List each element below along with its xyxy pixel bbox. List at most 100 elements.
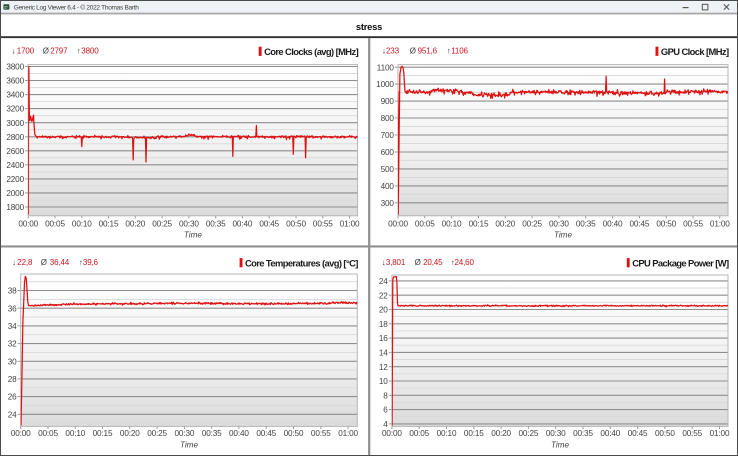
svg-text:00:55: 00:55 [683, 220, 703, 229]
svg-text:34: 34 [8, 322, 17, 331]
svg-text:10: 10 [379, 377, 388, 386]
svg-text:↑: ↑ [447, 46, 451, 55]
svg-text:2600: 2600 [6, 147, 24, 156]
svg-text:↑: ↑ [79, 258, 83, 267]
svg-text:Time: Time [554, 231, 573, 240]
svg-text:951,6: 951,6 [418, 46, 438, 55]
svg-text:39,6: 39,6 [83, 258, 99, 267]
svg-text:22: 22 [379, 291, 388, 300]
svg-text:00:05: 00:05 [409, 429, 429, 438]
svg-text:32: 32 [8, 340, 17, 349]
svg-text:3800: 3800 [81, 46, 99, 55]
svg-text:1800: 1800 [6, 203, 24, 212]
svg-text:stress: stress [356, 21, 382, 32]
svg-text:↓: ↓ [12, 46, 16, 55]
svg-text:36,44: 36,44 [50, 258, 70, 267]
svg-text:24: 24 [8, 410, 17, 419]
svg-text:00:30: 00:30 [549, 220, 569, 229]
svg-text:00:35: 00:35 [206, 220, 226, 229]
svg-text:00:25: 00:25 [519, 429, 539, 438]
svg-text:12: 12 [379, 363, 388, 372]
svg-text:00:25: 00:25 [147, 429, 167, 438]
svg-text:Core Clocks (avg) [MHz]: Core Clocks (avg) [MHz] [264, 46, 359, 57]
svg-text:Ø: Ø [415, 258, 421, 267]
svg-text:00:40: 00:40 [229, 429, 249, 438]
svg-text:1106: 1106 [451, 46, 468, 55]
svg-text:00:45: 00:45 [628, 429, 648, 438]
svg-text:00:20: 00:20 [120, 429, 140, 438]
svg-text:Ø: Ø [43, 46, 49, 55]
svg-text:24: 24 [379, 277, 388, 286]
svg-text:↓: ↓ [12, 258, 16, 267]
svg-text:2200: 2200 [6, 175, 24, 184]
svg-text:2797: 2797 [50, 46, 68, 55]
svg-text:3,801: 3,801 [386, 258, 406, 267]
svg-text:01:00: 01:00 [338, 429, 358, 438]
svg-text:16: 16 [379, 334, 388, 343]
svg-text:3200: 3200 [6, 105, 24, 114]
svg-text:Ø: Ø [41, 258, 47, 267]
svg-text:00:00: 00:00 [382, 429, 402, 438]
svg-text:24,60: 24,60 [455, 258, 475, 267]
svg-text:00:35: 00:35 [573, 429, 593, 438]
svg-text:00:15: 00:15 [99, 220, 119, 229]
svg-text:00:10: 00:10 [65, 429, 85, 438]
svg-text:6: 6 [383, 406, 388, 415]
svg-text:00:40: 00:40 [600, 429, 620, 438]
svg-text:700: 700 [381, 131, 395, 140]
svg-text:2400: 2400 [6, 161, 24, 170]
svg-text:14: 14 [379, 349, 388, 358]
svg-text:1000: 1000 [376, 80, 394, 89]
svg-text:233: 233 [386, 46, 400, 55]
svg-text:00:35: 00:35 [202, 429, 222, 438]
svg-text:CPU Package Power [W]: CPU Package Power [W] [632, 257, 729, 268]
svg-text:00:20: 00:20 [491, 429, 511, 438]
svg-text:00:15: 00:15 [469, 220, 489, 229]
svg-text:500: 500 [381, 165, 395, 174]
svg-text:900: 900 [381, 97, 395, 106]
svg-text:Time: Time [180, 441, 199, 450]
svg-text:01:00: 01:00 [340, 220, 360, 229]
svg-text:00:45: 00:45 [259, 220, 279, 229]
svg-text:00:05: 00:05 [45, 220, 65, 229]
svg-text:00:50: 00:50 [656, 220, 676, 229]
svg-text:00:25: 00:25 [152, 220, 172, 229]
svg-text:00:30: 00:30 [546, 429, 566, 438]
svg-text:Generic Log Viewer 6.4 - © 202: Generic Log Viewer 6.4 - © 2022 Thomas B… [14, 4, 139, 12]
svg-text:00:40: 00:40 [603, 220, 623, 229]
svg-text:00:00: 00:00 [11, 429, 31, 438]
svg-text:Core Temperatures (avg) [°C]: Core Temperatures (avg) [°C] [245, 257, 358, 268]
svg-text:36: 36 [8, 304, 17, 313]
svg-text:00:30: 00:30 [175, 429, 195, 438]
svg-text:3800: 3800 [6, 63, 24, 72]
svg-text:00:50: 00:50 [284, 429, 304, 438]
svg-text:3000: 3000 [6, 119, 24, 128]
svg-text:00:20: 00:20 [125, 220, 145, 229]
svg-text:3600: 3600 [6, 77, 24, 86]
svg-text:01:00: 01:00 [710, 429, 730, 438]
svg-text:00:00: 00:00 [18, 220, 38, 229]
svg-text:2000: 2000 [6, 189, 24, 198]
svg-text:Time: Time [551, 441, 570, 450]
svg-text:↓: ↓ [382, 46, 386, 55]
svg-text:8: 8 [383, 391, 388, 400]
svg-text:1100: 1100 [377, 63, 395, 72]
svg-text:00:15: 00:15 [464, 429, 484, 438]
svg-text:600: 600 [381, 148, 395, 157]
svg-text:↑: ↑ [451, 258, 455, 267]
svg-text:00:55: 00:55 [313, 220, 333, 229]
svg-text:400: 400 [381, 182, 395, 191]
svg-text:30: 30 [8, 357, 17, 366]
svg-text:00:45: 00:45 [256, 429, 276, 438]
svg-text:01:00: 01:00 [710, 220, 730, 229]
svg-text:20,45: 20,45 [423, 258, 443, 267]
svg-text:2800: 2800 [6, 133, 24, 142]
svg-text:↑: ↑ [77, 46, 81, 55]
svg-text:28: 28 [8, 375, 17, 384]
svg-text:00:15: 00:15 [93, 429, 113, 438]
svg-text:00:50: 00:50 [286, 220, 306, 229]
svg-text:38: 38 [8, 287, 17, 296]
svg-text:00:10: 00:10 [442, 220, 462, 229]
svg-text:↓: ↓ [382, 258, 386, 267]
svg-text:00:55: 00:55 [311, 429, 331, 438]
